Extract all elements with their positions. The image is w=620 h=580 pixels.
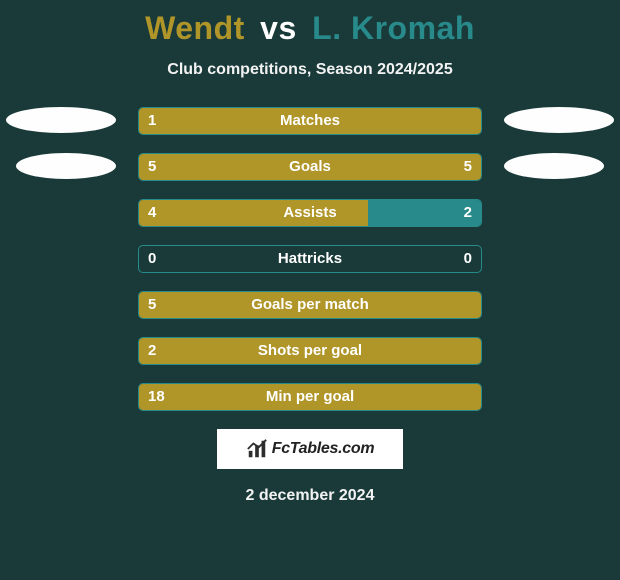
- stat-row: Min per goal18: [0, 383, 620, 411]
- subtitle: Club competitions, Season 2024/2025: [0, 61, 620, 79]
- chart-area: Matches1 Goals55 Assists42 Hattricks00 Goals…: [0, 107, 620, 411]
- bar-fill-p1: [139, 292, 481, 318]
- bar-track: [138, 153, 482, 181]
- stat-row: Assists42: [0, 199, 620, 227]
- bar-track: [138, 337, 482, 365]
- bar-fill-p1: [139, 200, 368, 226]
- stat-row: Hattricks00: [0, 245, 620, 273]
- stat-row: Shots per goal2: [0, 337, 620, 365]
- chart-icon: [246, 438, 268, 460]
- player2-name: L. Kromah: [312, 10, 475, 46]
- bar-fill-p2: [368, 200, 481, 226]
- bar-track: [138, 107, 482, 135]
- stat-row: Goals55: [0, 153, 620, 181]
- bar-fill-p1: [139, 108, 481, 134]
- bar-fill-p1: [139, 154, 481, 180]
- bar-track: [138, 245, 482, 273]
- comparison-title: Wendt vs L. Kromah: [0, 0, 620, 47]
- footer-date: 2 december 2024: [0, 487, 620, 505]
- fctables-logo: FcTables.com: [217, 429, 403, 469]
- stat-row: Goals per match5: [0, 291, 620, 319]
- logo-text: FcTables.com: [272, 440, 375, 458]
- bar-fill-p1: [139, 338, 481, 364]
- vs-text: vs: [260, 10, 297, 46]
- bar-fill-p1: [139, 384, 481, 410]
- bar-track: [138, 383, 482, 411]
- player1-name: Wendt: [145, 10, 245, 46]
- stat-row: Matches1: [0, 107, 620, 135]
- bar-track: [138, 291, 482, 319]
- bar-track: [138, 199, 482, 227]
